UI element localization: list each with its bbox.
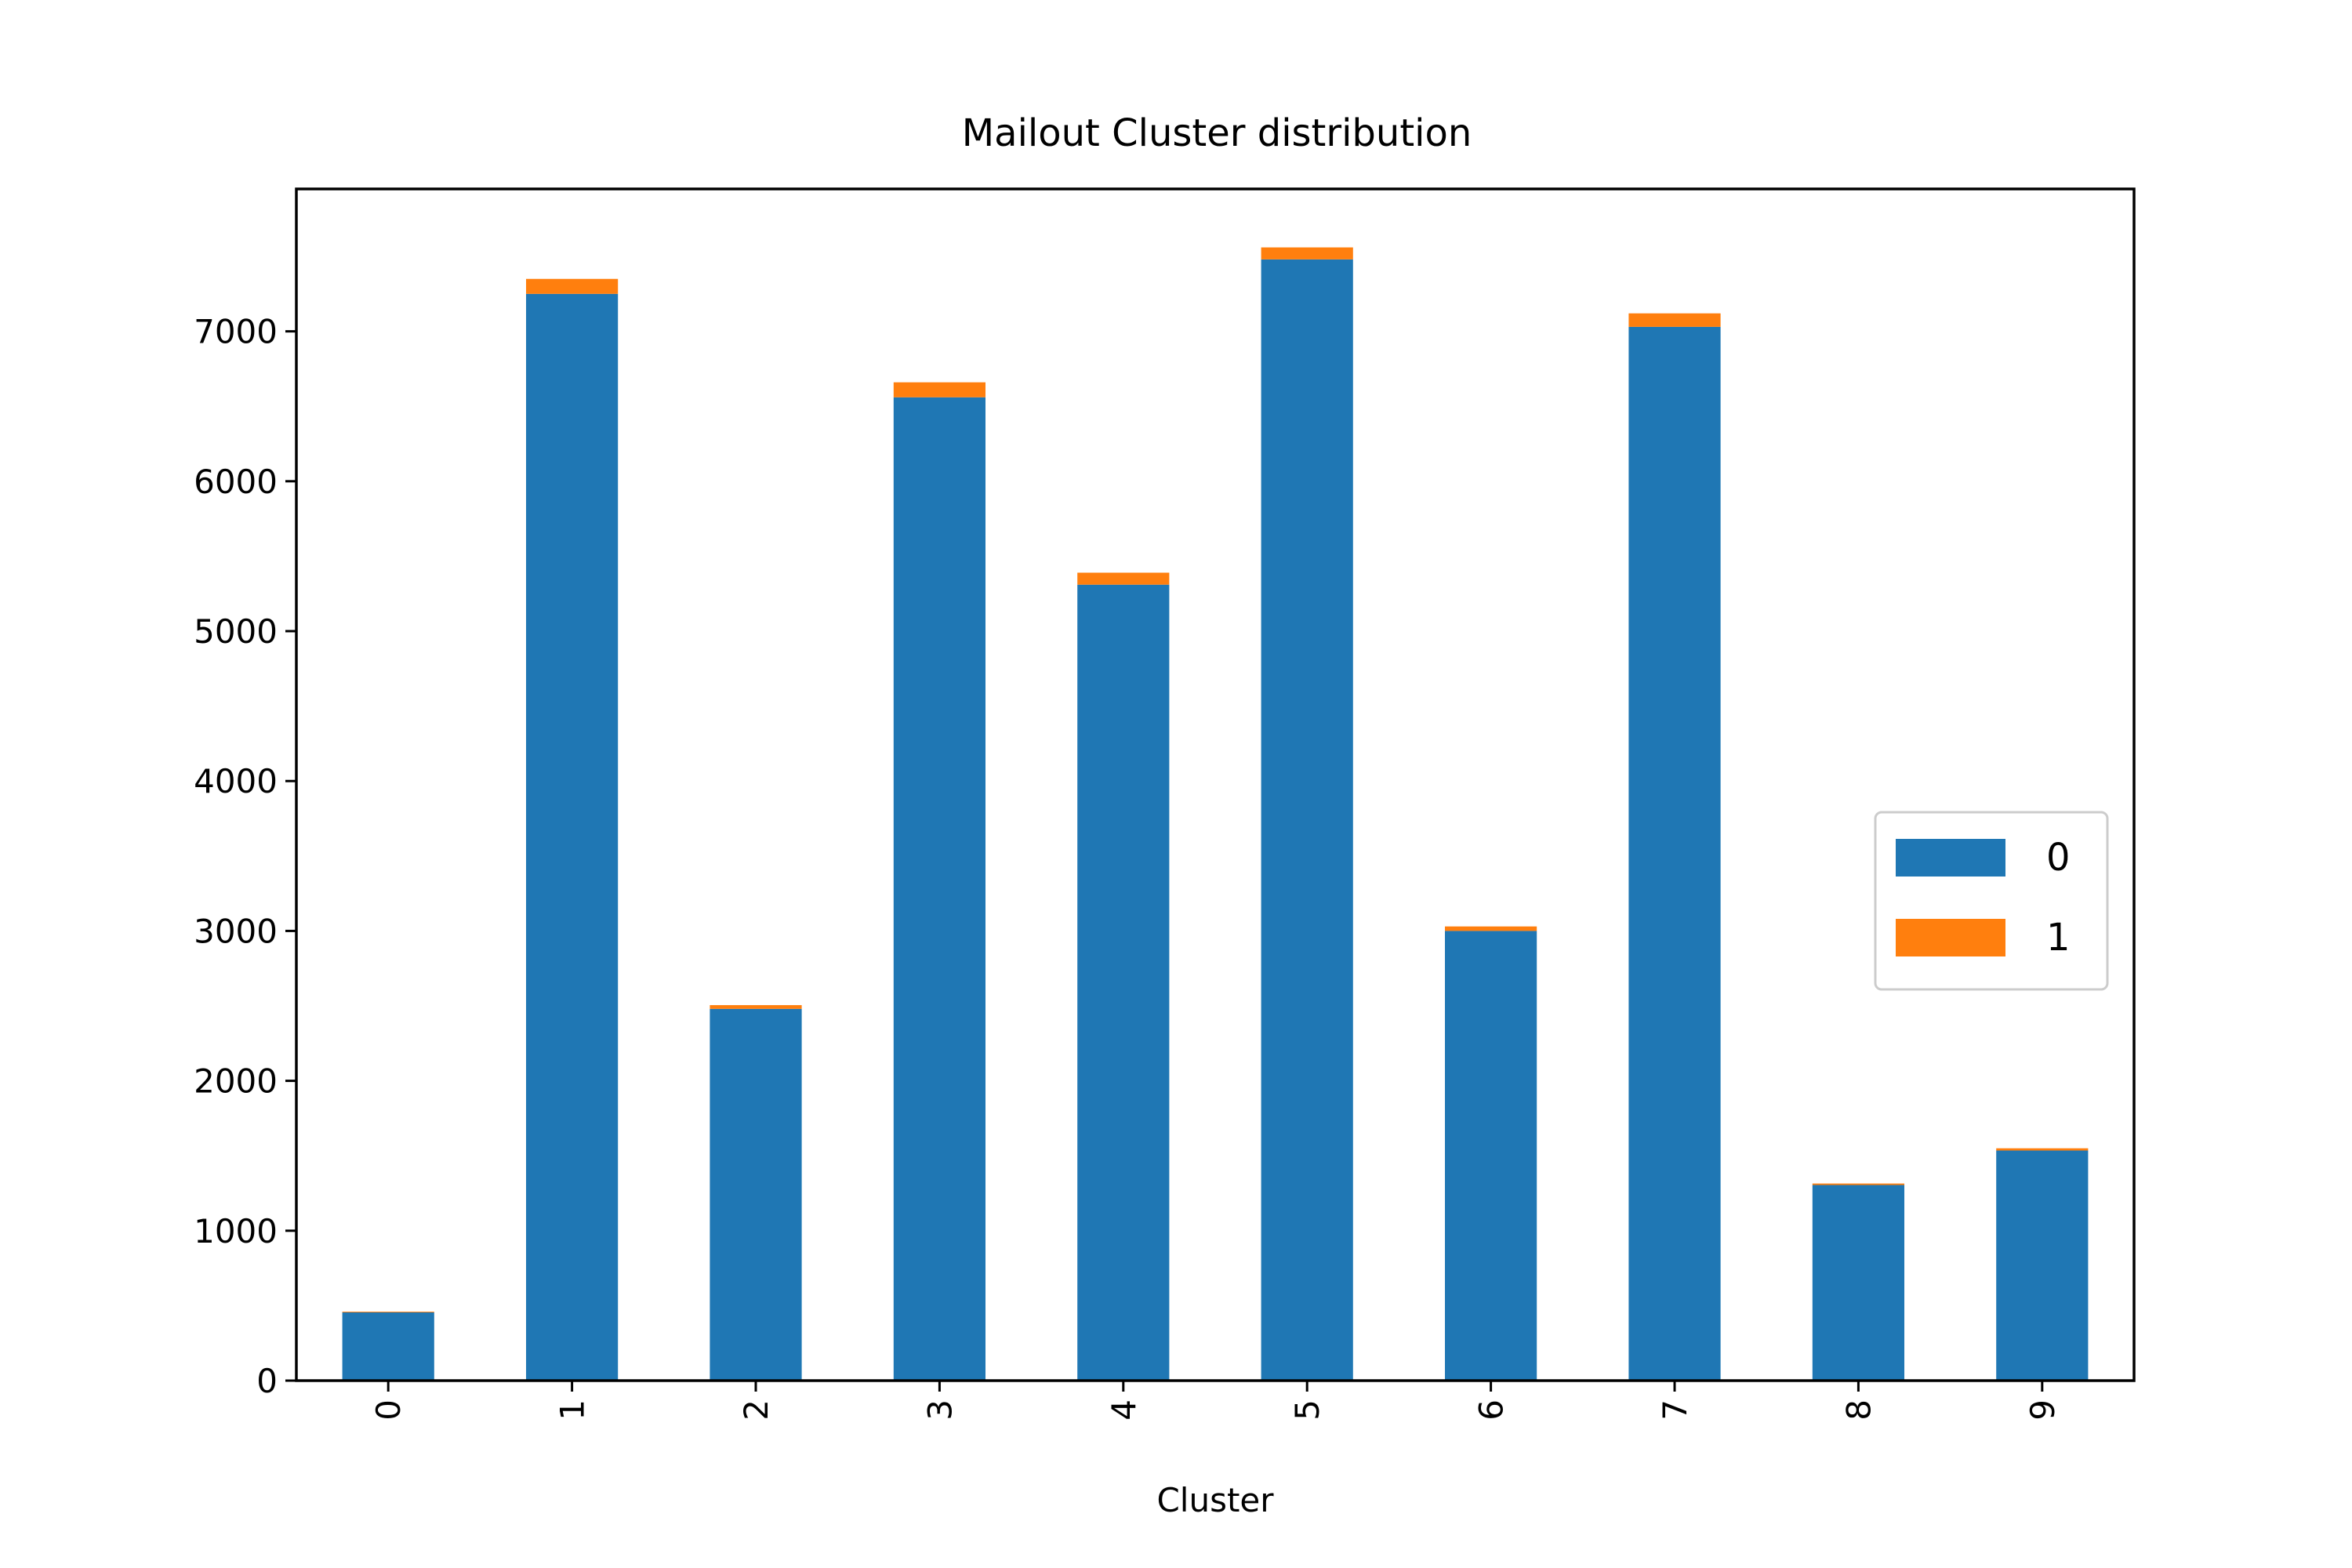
bar-cluster-6-series-1 [1445, 926, 1537, 931]
bar-cluster-7-series-0 [1628, 326, 1721, 1381]
bar-cluster-1-series-0 [526, 293, 619, 1381]
y-tick-label: 5000 [194, 612, 278, 651]
x-tick-label: 2 [737, 1399, 775, 1421]
x-axis: 0 1 2 3 4 5 6 7 8 9 [369, 1381, 2062, 1421]
x-axis-label: Cluster [1156, 1481, 1274, 1519]
y-tick-label: 0 [256, 1362, 278, 1400]
bar-cluster-2-series-0 [710, 1008, 802, 1381]
y-tick-label: 6000 [194, 463, 278, 501]
legend-swatch-1 [1896, 919, 2005, 956]
legend-label-0: 0 [2046, 836, 2071, 880]
bar-cluster-7-series-1 [1628, 313, 1721, 327]
x-tick-label: 1 [554, 1399, 592, 1421]
bar-cluster-4-series-1 [1077, 572, 1170, 585]
legend-box [1874, 811, 2109, 991]
x-tick-label: 8 [1839, 1399, 1878, 1421]
bar-cluster-8-series-0 [1812, 1185, 1904, 1381]
x-tick-label: 0 [369, 1399, 408, 1421]
bar-cluster-4-series-0 [1077, 584, 1170, 1381]
bar-cluster-2-series-1 [710, 1005, 802, 1009]
bar-cluster-3-series-1 [893, 382, 985, 397]
chart-title: Mailout Cluster distribution [962, 111, 1472, 155]
bar-cluster-5-series-0 [1261, 259, 1353, 1381]
legend-swatch-0 [1896, 839, 2005, 877]
x-tick-label: 9 [2024, 1399, 2062, 1421]
bar-cluster-9-series-0 [1996, 1150, 2089, 1381]
y-tick-label: 1000 [194, 1212, 278, 1250]
y-tick-label: 4000 [194, 762, 278, 800]
legend-label-1: 1 [2046, 916, 2071, 960]
x-tick-label: 3 [920, 1399, 959, 1421]
bar-cluster-3-series-0 [893, 397, 985, 1381]
legend: 01 [1874, 811, 2109, 991]
x-tick-label: 6 [1472, 1399, 1511, 1421]
bar-cluster-5-series-1 [1261, 247, 1353, 260]
y-tick-label: 7000 [194, 313, 278, 351]
bar-cluster-6-series-0 [1445, 931, 1537, 1381]
bar-cluster-9-series-1 [1996, 1148, 2089, 1151]
x-tick-label: 4 [1105, 1399, 1143, 1421]
y-tick-label: 3000 [194, 912, 278, 950]
y-axis: 0 1000 2000 3000 4000 5000 6000 7000 [194, 313, 296, 1400]
plot-frame [295, 187, 2136, 1382]
bar-cluster-8-series-1 [1812, 1183, 1904, 1185]
x-tick-label: 7 [1656, 1399, 1694, 1421]
bars [342, 247, 2089, 1381]
x-tick-label: 5 [1288, 1399, 1327, 1421]
bar-cluster-1-series-1 [526, 278, 619, 294]
y-tick-label: 2000 [194, 1062, 278, 1101]
bar-cluster-0-series-0 [342, 1312, 434, 1381]
